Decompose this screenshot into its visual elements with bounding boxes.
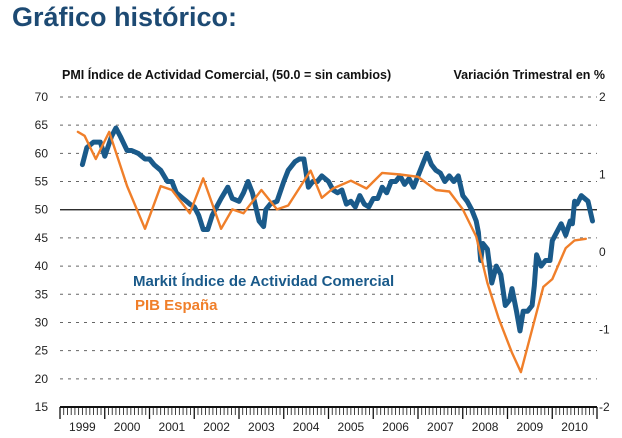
x-tick-label: 2006 [382, 420, 409, 434]
left-tick-label: 65 [35, 118, 49, 132]
page-title: Gráfico histórico: [12, 2, 238, 32]
x-tick-label: 2000 [114, 420, 141, 434]
left-tick-label: 55 [35, 175, 49, 189]
right-tick-label: 1 [599, 168, 606, 182]
left-tick-label: 25 [35, 344, 49, 358]
x-tick-label: 2005 [338, 420, 365, 434]
left-axis-label: PMI Índice de Actividad Comercial, (50.0… [62, 67, 391, 82]
legend-pib: PIB España [135, 297, 218, 314]
x-tick-label: 2007 [427, 420, 454, 434]
legend-markit: Markit Índice de Actividad Comercial [133, 273, 394, 290]
left-tick-label: 40 [35, 259, 49, 273]
series-line-markit [79, 125, 595, 334]
left-tick-label: 70 [35, 90, 49, 104]
x-tick-label: 2004 [293, 420, 320, 434]
x-tick-label: 2003 [248, 420, 275, 434]
left-tick-label: 30 [35, 315, 49, 329]
left-tick-label: 50 [35, 203, 49, 217]
right-tick-label: 2 [599, 90, 606, 104]
x-tick-label: 2008 [472, 420, 499, 434]
left-tick-label: 60 [35, 146, 49, 160]
x-tick-label: 2009 [517, 420, 544, 434]
left-tick-label: 45 [35, 231, 49, 245]
right-tick-label: -1 [599, 323, 610, 337]
left-tick-label: 20 [35, 372, 49, 386]
left-tick-label: 15 [35, 400, 49, 414]
right-tick-label: 0 [599, 245, 606, 259]
right-axis-label: Variación Trimestral en % [454, 68, 605, 82]
x-tick-label: 2001 [159, 420, 186, 434]
x-tick-label: 2002 [203, 420, 230, 434]
right-tick-label: -2 [599, 400, 610, 414]
series-line-pib [76, 130, 587, 374]
left-tick-label: 35 [35, 287, 49, 301]
x-tick-label: 2010 [561, 420, 588, 434]
x-tick-label: 1999 [69, 420, 96, 434]
